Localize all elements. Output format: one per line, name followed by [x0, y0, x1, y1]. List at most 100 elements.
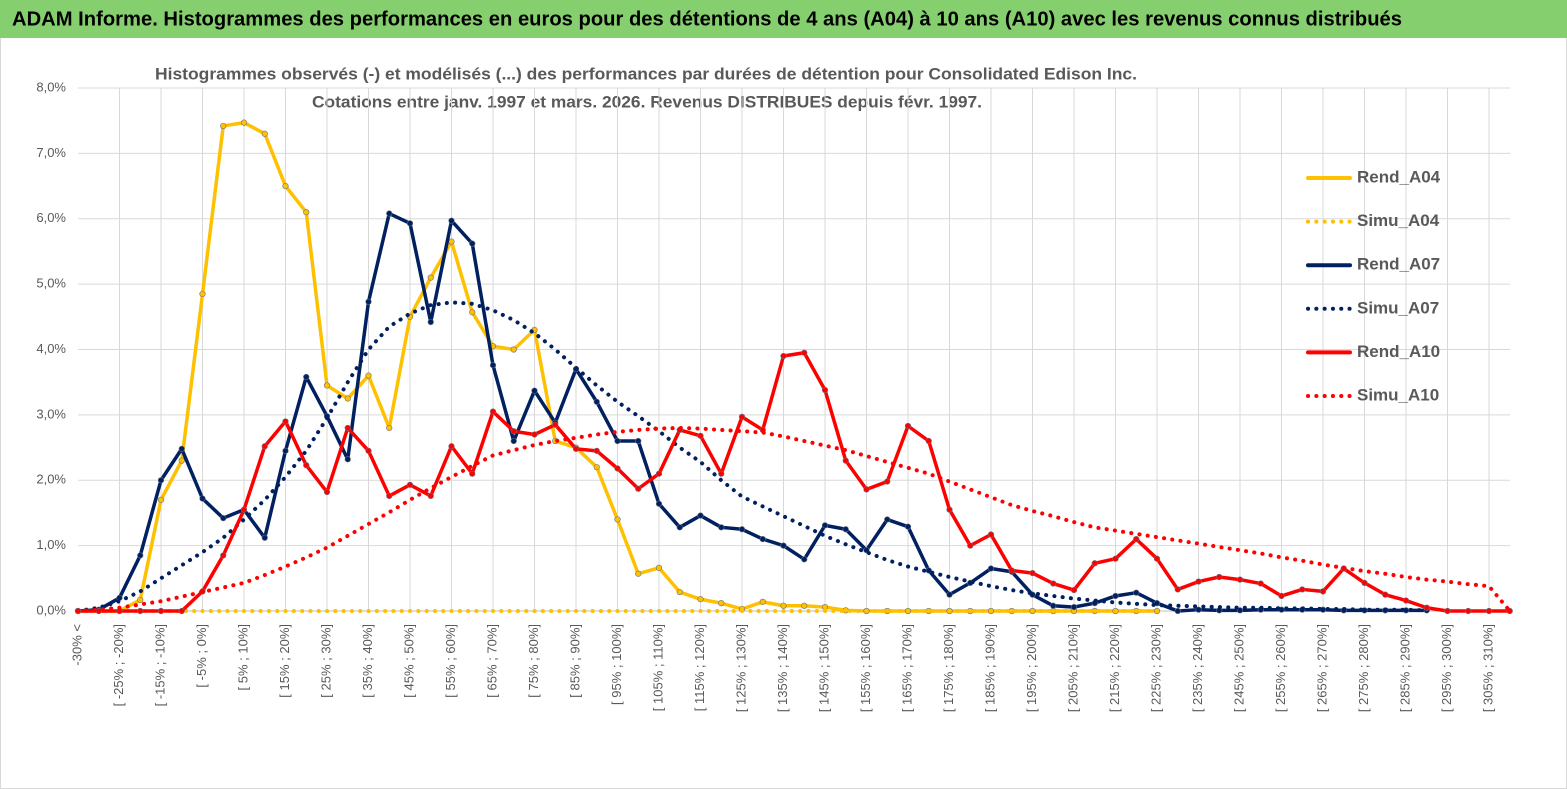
y-tick-label: 1,0% [36, 537, 66, 552]
data-point [427, 492, 434, 500]
data-point [614, 437, 621, 445]
legend-label: Rend_A07 [1357, 255, 1440, 274]
data-point [137, 552, 144, 559]
data-point [676, 524, 683, 531]
data-point [780, 542, 787, 549]
x-tick-label: [ 105% ; 110%] [650, 624, 665, 711]
data-point [240, 119, 248, 126]
data-point [1133, 535, 1140, 543]
data-point [655, 564, 663, 571]
data-point [282, 182, 289, 190]
x-tick-label: [ 5% ; 10%] [235, 624, 250, 690]
data-point [1485, 607, 1493, 615]
data-point [1278, 592, 1285, 600]
x-tick-label: [ 125% ; 130%] [733, 624, 748, 712]
data-point [199, 495, 206, 502]
data-point [386, 492, 393, 500]
data-point [1423, 604, 1430, 611]
data-point [925, 607, 932, 615]
data-point [303, 209, 310, 216]
data-point [821, 386, 829, 394]
data-point [884, 607, 891, 615]
x-tick-label: -30% < [69, 624, 84, 666]
data-point [593, 447, 600, 454]
data-point [552, 421, 559, 428]
x-tick-label: [ 245% ; 250%] [1231, 624, 1246, 712]
data-point [448, 238, 455, 245]
data-point [987, 565, 995, 572]
data-point [801, 602, 808, 609]
data-point [1050, 580, 1057, 587]
data-point [1008, 607, 1015, 615]
x-tick-label: [ 165% ; 170%] [899, 624, 914, 712]
x-tick-label: [ 185% ; 190%] [982, 624, 997, 712]
data-point [1216, 573, 1223, 581]
x-tick-label: [ 35% ; 40%] [360, 624, 375, 698]
data-point [697, 432, 704, 439]
y-tick-label: 5,0% [36, 276, 66, 291]
data-point [469, 470, 476, 477]
data-point [1070, 586, 1078, 594]
data-point [1174, 607, 1181, 615]
data-point [780, 352, 787, 360]
data-point [261, 130, 268, 137]
data-point [697, 596, 704, 603]
x-tick-label: [ 85% ; 90%] [567, 624, 582, 698]
data-point [987, 531, 995, 538]
data-point [406, 220, 414, 227]
data-point [676, 588, 683, 596]
data-point [1070, 603, 1078, 611]
data-point [531, 431, 538, 438]
data-point [365, 372, 372, 379]
data-point [884, 516, 891, 523]
data-point [842, 607, 849, 614]
data-point [801, 349, 808, 356]
x-tick-label: [ -5% ; 0%] [194, 624, 209, 688]
x-tick-label: [ 205% ; 210%] [1065, 624, 1080, 712]
x-tick-label: [ 155% ; 160%] [858, 624, 873, 712]
data-point [427, 274, 434, 281]
data-point [635, 437, 642, 445]
data-point [1236, 607, 1244, 614]
x-tick-label: [ 145% ; 150%] [816, 624, 831, 712]
data-point [1299, 586, 1306, 593]
header-bar [0, 0, 1567, 38]
data-point [1029, 569, 1036, 577]
x-tick-label: [ 295% ; 300%] [1439, 624, 1454, 712]
data-point [1112, 592, 1119, 600]
data-point [448, 443, 455, 450]
legend-label: Simu_A10 [1357, 385, 1439, 404]
series-line [76, 351, 1512, 613]
header-title: ADAM Informe. Histogrammes des performan… [12, 8, 1402, 30]
data-point [303, 373, 310, 381]
y-tick-label: 4,0% [36, 341, 66, 356]
data-point [157, 477, 165, 484]
data-point [655, 500, 663, 507]
data-point [759, 535, 766, 543]
data-point [884, 478, 891, 485]
y-tick-label: 7,0% [36, 145, 66, 160]
x-tick-label: [ 15% ; 20%] [277, 624, 292, 698]
data-point [303, 462, 310, 469]
data-point [469, 240, 476, 247]
data-point [469, 309, 476, 316]
data-point [1382, 591, 1389, 598]
data-point [759, 598, 766, 605]
x-tick-label: [ 285% ; 290%] [1397, 624, 1412, 712]
grid: 0,0% 1,0% 2,0% 3,0% 4,0% 5,0% 6,0% 7,0% 8,0% -30%… [36, 79, 1510, 712]
data-point [344, 395, 351, 402]
data-point [344, 456, 351, 463]
data-point [614, 465, 621, 472]
x-tick-label: [ 225% ; 230%] [1148, 624, 1163, 712]
legend-label: Rend_A10 [1357, 342, 1440, 361]
chart-title: Histogrammes observés (-) et modélisés (… [155, 64, 1137, 83]
legend-label: Rend_A04 [1357, 167, 1441, 186]
data-point [427, 318, 434, 326]
data-point [323, 382, 331, 389]
data-point [635, 485, 642, 492]
data-point [801, 556, 808, 563]
x-tick-label: [ 265% ; 270%] [1314, 624, 1329, 712]
y-tick-label: 3,0% [36, 406, 66, 421]
data-point [1008, 567, 1015, 574]
data-point [1361, 579, 1368, 586]
